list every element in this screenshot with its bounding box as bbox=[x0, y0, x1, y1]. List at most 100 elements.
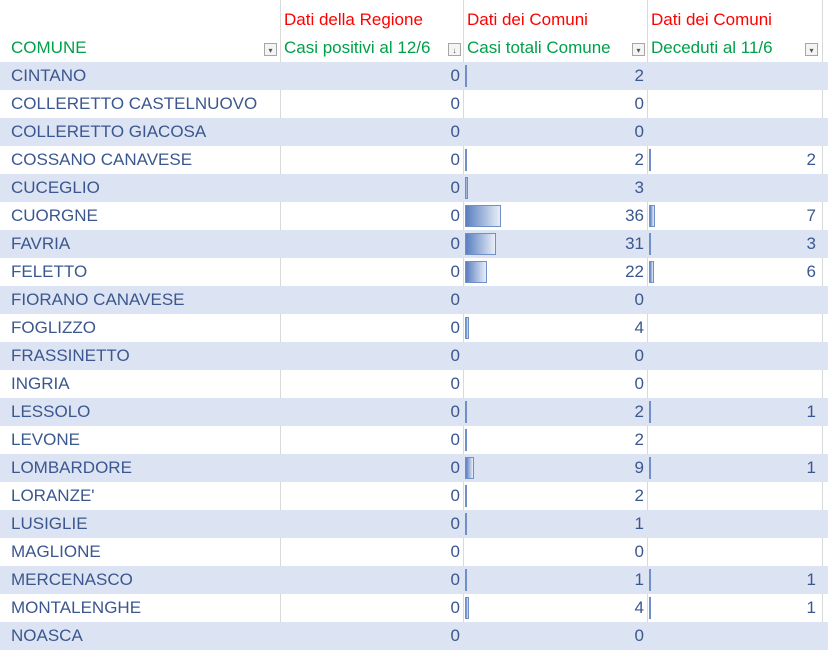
cell-positivi[interactable]: 0 bbox=[280, 230, 463, 258]
cell-comune[interactable]: MONTALENGHE bbox=[6, 594, 280, 622]
column-header-deceduti[interactable]: Deceduti al 11/6 bbox=[651, 38, 773, 57]
cell-comune[interactable]: LUSIGLIE bbox=[6, 510, 280, 538]
cell-comune[interactable]: COLLERETTO CASTELNUOVO bbox=[6, 90, 280, 118]
cell-comune[interactable]: MERCENASCO bbox=[6, 566, 280, 594]
cell-comune[interactable]: NOASCA bbox=[6, 622, 280, 650]
cell-deceduti[interactable] bbox=[647, 90, 822, 118]
cell-positivi[interactable]: 0 bbox=[280, 370, 463, 398]
cell-positivi[interactable]: 0 bbox=[280, 258, 463, 286]
cell-positivi[interactable]: 0 bbox=[280, 510, 463, 538]
cell-positivi[interactable]: 0 bbox=[280, 146, 463, 174]
cell-comune[interactable]: LEVONE bbox=[6, 426, 280, 454]
cell-deceduti[interactable]: 2 bbox=[647, 146, 822, 174]
cell-deceduti[interactable] bbox=[647, 426, 822, 454]
cell-deceduti[interactable]: 1 bbox=[647, 566, 822, 594]
cell-deceduti[interactable]: 7 bbox=[647, 202, 822, 230]
cell-deceduti[interactable]: 6 bbox=[647, 258, 822, 286]
cell-totali[interactable]: 1 bbox=[463, 510, 647, 538]
cell-totali[interactable]: 4 bbox=[463, 594, 647, 622]
cell-totali[interactable]: 4 bbox=[463, 314, 647, 342]
cell-totali[interactable]: 0 bbox=[463, 538, 647, 566]
cell-totali[interactable]: 2 bbox=[463, 398, 647, 426]
cell-comune[interactable]: COSSANO CANAVESE bbox=[6, 146, 280, 174]
filter-dropdown-icon[interactable]: ▾ bbox=[264, 43, 277, 56]
cell-deceduti[interactable] bbox=[647, 118, 822, 146]
cell-positivi[interactable]: 0 bbox=[280, 286, 463, 314]
cell-positivi[interactable]: 0 bbox=[280, 62, 463, 90]
filter-dropdown-icon[interactable]: ▾ bbox=[805, 43, 818, 56]
cell-totali[interactable]: 0 bbox=[463, 622, 647, 650]
cell-comune[interactable]: CINTANO bbox=[6, 62, 280, 90]
cell-totali[interactable]: 2 bbox=[463, 426, 647, 454]
cell-deceduti[interactable] bbox=[647, 538, 822, 566]
cell-totali[interactable]: 3 bbox=[463, 174, 647, 202]
cell-totali[interactable]: 0 bbox=[463, 286, 647, 314]
cell-totali[interactable]: 0 bbox=[463, 370, 647, 398]
cell-positivi-value: 0 bbox=[450, 122, 460, 141]
cell-positivi[interactable]: 0 bbox=[280, 174, 463, 202]
column-header-comune[interactable]: COMUNE bbox=[11, 38, 87, 57]
cell-positivi[interactable]: 0 bbox=[280, 594, 463, 622]
cell-comune[interactable]: INGRIA bbox=[6, 370, 280, 398]
cell-positivi[interactable]: 0 bbox=[280, 482, 463, 510]
cell-comune-value: LESSOLO bbox=[11, 402, 91, 421]
cell-comune[interactable]: FAVRIA bbox=[6, 230, 280, 258]
filter-dropdown-icon[interactable]: ▾ bbox=[632, 43, 645, 56]
cell-deceduti[interactable]: 1 bbox=[647, 594, 822, 622]
cell-totali[interactable]: 2 bbox=[463, 62, 647, 90]
cell-totali[interactable]: 36 bbox=[463, 202, 647, 230]
cell-totali[interactable]: 0 bbox=[463, 342, 647, 370]
cell-deceduti-value: 2 bbox=[806, 150, 816, 169]
cell-deceduti[interactable] bbox=[647, 62, 822, 90]
cell-comune[interactable]: CUORGNE bbox=[6, 202, 280, 230]
cell-positivi[interactable]: 0 bbox=[280, 622, 463, 650]
cell-comune[interactable]: CUCEGLIO bbox=[6, 174, 280, 202]
cell-deceduti[interactable]: 1 bbox=[647, 454, 822, 482]
cell-deceduti[interactable] bbox=[647, 370, 822, 398]
sort-filter-icon[interactable]: ↓ bbox=[448, 43, 461, 56]
cell-positivi[interactable]: 0 bbox=[280, 398, 463, 426]
cell-deceduti[interactable] bbox=[647, 482, 822, 510]
column-header-totali[interactable]: Casi totali Comune bbox=[467, 38, 611, 57]
table-row: FOGLIZZO 0 4 bbox=[0, 314, 828, 342]
cell-comune[interactable]: FELETTO bbox=[6, 258, 280, 286]
cell-totali[interactable]: 9 bbox=[463, 454, 647, 482]
cell-positivi-value: 0 bbox=[450, 346, 460, 365]
cell-totali[interactable]: 0 bbox=[463, 118, 647, 146]
cell-comune[interactable]: FRASSINETTO bbox=[6, 342, 280, 370]
cell-deceduti[interactable] bbox=[647, 174, 822, 202]
cell-totali[interactable]: 22 bbox=[463, 258, 647, 286]
cell-positivi[interactable]: 0 bbox=[280, 314, 463, 342]
cell-positivi[interactable]: 0 bbox=[280, 426, 463, 454]
cell-positivi[interactable]: 0 bbox=[280, 202, 463, 230]
table-row: COLLERETTO GIACOSA 0 0 bbox=[0, 118, 828, 146]
cell-totali[interactable]: 2 bbox=[463, 146, 647, 174]
cell-deceduti[interactable] bbox=[647, 622, 822, 650]
cell-comune[interactable]: FOGLIZZO bbox=[6, 314, 280, 342]
cell-totali[interactable]: 31 bbox=[463, 230, 647, 258]
cell-totali[interactable]: 0 bbox=[463, 90, 647, 118]
cell-positivi[interactable]: 0 bbox=[280, 118, 463, 146]
cell-positivi[interactable]: 0 bbox=[280, 538, 463, 566]
cell-totali[interactable]: 1 bbox=[463, 566, 647, 594]
cell-totali[interactable]: 2 bbox=[463, 482, 647, 510]
cell-comune[interactable]: LORANZE' bbox=[6, 482, 280, 510]
cell-comune[interactable]: MAGLIONE bbox=[6, 538, 280, 566]
cell-deceduti[interactable] bbox=[647, 314, 822, 342]
cell-comune[interactable]: LOMBARDORE bbox=[6, 454, 280, 482]
cell-deceduti[interactable]: 3 bbox=[647, 230, 822, 258]
cell-positivi[interactable]: 0 bbox=[280, 566, 463, 594]
cell-positivi[interactable]: 0 bbox=[280, 90, 463, 118]
cell-positivi[interactable]: 0 bbox=[280, 342, 463, 370]
cell-comune[interactable]: COLLERETTO GIACOSA bbox=[6, 118, 280, 146]
cell-comune[interactable]: LESSOLO bbox=[6, 398, 280, 426]
cell-deceduti[interactable] bbox=[647, 342, 822, 370]
cell-positivi-value: 0 bbox=[450, 402, 460, 421]
cell-deceduti[interactable] bbox=[647, 510, 822, 538]
cell-deceduti[interactable]: 1 bbox=[647, 398, 822, 426]
cell-deceduti[interactable] bbox=[647, 286, 822, 314]
data-bar-totali bbox=[465, 457, 474, 479]
cell-comune[interactable]: FIORANO CANAVESE bbox=[6, 286, 280, 314]
cell-positivi[interactable]: 0 bbox=[280, 454, 463, 482]
column-header-positivi[interactable]: Casi positivi al 12/6 bbox=[284, 38, 431, 57]
